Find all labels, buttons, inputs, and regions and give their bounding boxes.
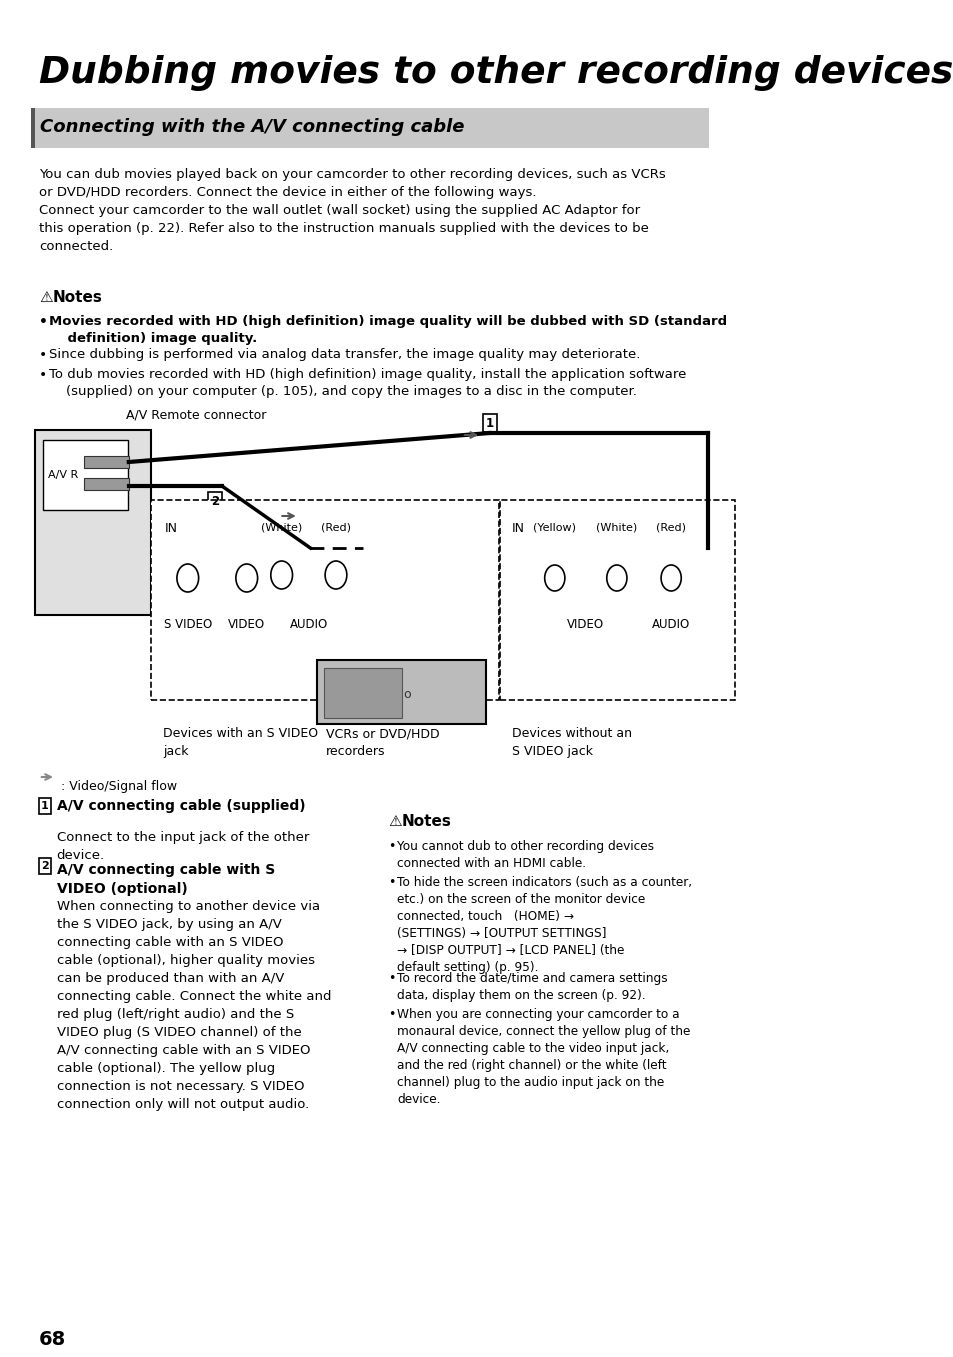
Text: •: •	[388, 972, 395, 985]
Text: •: •	[39, 368, 47, 383]
Text: Devices without an
S VIDEO jack: Devices without an S VIDEO jack	[512, 727, 632, 759]
Bar	[39, 858, 51, 874]
Text: To hide the screen indicators (such as a counter,
etc.) on the screen of the mon: To hide the screen indicators (such as a…	[396, 877, 692, 974]
Circle shape	[660, 565, 680, 592]
Text: You cannot dub to other recording devices
connected with an HDMI cable.: You cannot dub to other recording device…	[396, 840, 654, 870]
Text: •: •	[39, 315, 48, 328]
Text: A/V R: A/V R	[48, 470, 78, 480]
Text: Dubbing movies to other recording devices: Dubbing movies to other recording device…	[39, 56, 952, 91]
Text: A/V connecting cable with S
VIDEO (optional): A/V connecting cable with S VIDEO (optio…	[56, 863, 274, 897]
Text: 1: 1	[41, 801, 49, 811]
Text: Devices with an S VIDEO
jack: Devices with an S VIDEO jack	[163, 727, 317, 759]
Bar	[31, 109, 35, 148]
Text: •: •	[388, 1008, 395, 1020]
Bar	[482, 414, 497, 432]
Bar	[31, 109, 708, 148]
Bar	[152, 499, 498, 700]
Text: 2: 2	[41, 860, 49, 871]
Text: : Video/Signal flow: : Video/Signal flow	[60, 780, 176, 792]
Text: VCRs or DVD/HDD
recorders: VCRs or DVD/HDD recorders	[326, 727, 439, 759]
Text: ⚠: ⚠	[388, 814, 401, 829]
Circle shape	[544, 565, 564, 592]
Text: (Yellow): (Yellow)	[533, 522, 576, 532]
Text: 68: 68	[39, 1330, 66, 1349]
Text: A/V connecting cable (supplied): A/V connecting cable (supplied)	[56, 799, 305, 813]
Text: •: •	[39, 347, 47, 362]
Text: Movies recorded with HD (high definition) image quality will be dubbed with SD (: Movies recorded with HD (high definition…	[49, 315, 726, 345]
Circle shape	[235, 565, 257, 592]
Text: 1: 1	[485, 417, 493, 430]
Text: You can dub movies played back on your camcorder to other recording devices, suc: You can dub movies played back on your c…	[39, 168, 665, 252]
Text: (Red): (Red)	[320, 522, 351, 532]
Text: Notes: Notes	[401, 814, 452, 829]
Bar	[84, 456, 129, 468]
Bar	[500, 499, 734, 700]
Bar	[208, 493, 222, 510]
Text: ⚠: ⚠	[39, 290, 52, 305]
Text: •: •	[388, 840, 395, 854]
Text: When connecting to another device via
the S VIDEO jack, by using an A/V
connecti: When connecting to another device via th…	[56, 900, 331, 1111]
Text: A/V Remote connector: A/V Remote connector	[127, 408, 267, 421]
Bar	[39, 798, 51, 814]
Text: AUDIO: AUDIO	[290, 617, 328, 631]
Text: S VIDEO: S VIDEO	[164, 617, 212, 631]
Circle shape	[176, 565, 198, 592]
Bar	[316, 660, 485, 725]
Text: VIDEO: VIDEO	[567, 617, 604, 631]
Text: Since dubbing is performed via analog data transfer, the image quality may deter: Since dubbing is performed via analog da…	[49, 347, 639, 361]
Text: IN: IN	[512, 522, 524, 535]
Text: (White): (White)	[261, 522, 302, 532]
Text: (White): (White)	[596, 522, 637, 532]
Text: (Red): (Red)	[656, 522, 685, 532]
Text: 2: 2	[211, 494, 219, 508]
Text: Notes: Notes	[52, 290, 103, 305]
Text: o: o	[403, 688, 411, 700]
Circle shape	[325, 560, 347, 589]
Text: IN: IN	[164, 522, 177, 535]
Bar	[35, 430, 152, 615]
Bar	[84, 478, 129, 490]
Text: AUDIO: AUDIO	[651, 617, 690, 631]
Text: Connect to the input jack of the other
device.: Connect to the input jack of the other d…	[56, 830, 309, 862]
Text: Connecting with the A/V connecting cable: Connecting with the A/V connecting cable	[40, 118, 464, 136]
Bar	[43, 440, 128, 510]
Text: VIDEO: VIDEO	[228, 617, 265, 631]
Text: When you are connecting your camcorder to a
monaural device, connect the yellow : When you are connecting your camcorder t…	[396, 1008, 690, 1106]
Text: To record the date/time and camera settings
data, display them on the screen (p.: To record the date/time and camera setti…	[396, 972, 667, 1001]
Text: •: •	[388, 877, 395, 889]
Circle shape	[606, 565, 626, 592]
Text: To dub movies recorded with HD (high definition) image quality, install the appl: To dub movies recorded with HD (high def…	[49, 368, 685, 398]
Circle shape	[271, 560, 293, 589]
Bar	[324, 668, 401, 718]
